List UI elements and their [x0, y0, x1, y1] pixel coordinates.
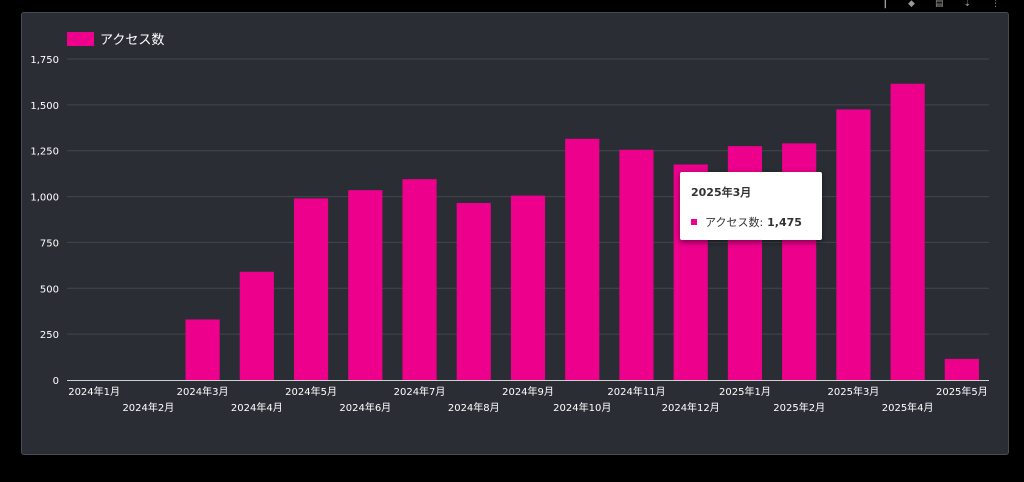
toolbar-icons: ┃ ◆ ▤ ⇣ ⋮ [883, 0, 1000, 10]
y-tick-label: 500 [40, 284, 59, 295]
more-icon[interactable]: ⋮ [991, 0, 1000, 9]
y-tick-label: 1,000 [30, 193, 59, 204]
tooltip-swatch [691, 219, 697, 225]
x-tick-label: 2025年2月 [773, 401, 825, 414]
bar [456, 202, 491, 380]
bar [619, 149, 654, 380]
x-tick-label: 2024年9月 [502, 385, 554, 398]
bar [185, 319, 220, 380]
bar [348, 190, 383, 380]
bar [239, 271, 274, 380]
y-tick-label: 1,500 [30, 101, 59, 112]
y-tick-label: 250 [40, 330, 59, 341]
y-tick-label: 1,750 [30, 55, 59, 66]
bar [402, 179, 437, 380]
bar [293, 198, 329, 380]
x-tick-label: 2024年8月 [448, 401, 500, 414]
legend-label: アクセス数 [100, 33, 164, 48]
bar [510, 195, 546, 380]
x-tick-label: 2024年5月 [285, 385, 337, 398]
filter-icon[interactable]: ◆ [908, 0, 915, 9]
bar [565, 138, 600, 380]
y-tick-label: 750 [40, 238, 59, 249]
pin-icon[interactable]: ┃ [882, 0, 889, 9]
legend-swatch [67, 32, 94, 46]
calendar-icon[interactable]: ▤ [934, 0, 944, 9]
x-tick-label: 2024年6月 [339, 401, 391, 414]
x-tick-label: 2025年3月 [828, 385, 880, 398]
y-tick-label: 1,250 [30, 147, 59, 158]
x-tick-label: 2024年7月 [394, 385, 446, 398]
bar [836, 109, 871, 380]
x-tick-label: 2024年10月 [553, 401, 611, 414]
bar [890, 83, 925, 381]
x-tick-label: 2024年12月 [662, 401, 720, 414]
tooltip-label: アクセス数: [705, 216, 764, 229]
bar [944, 358, 979, 380]
tooltip-value: 1,475 [767, 215, 802, 229]
chart-card: アクセス数 0 250 500 750 1,000 1,250 1,500 1,750 2024年… [21, 12, 1009, 455]
x-tick-label: 2025年5月 [936, 385, 988, 398]
x-tick-label: 2024年2月 [122, 401, 174, 414]
sort-icon[interactable]: ⇣ [963, 0, 971, 9]
x-tick-label: 2024年4月 [231, 401, 283, 414]
x-tick-label: 2025年4月 [882, 401, 934, 414]
x-tick-label: 2024年11月 [607, 385, 665, 398]
bar-chart: アクセス数 0 250 500 750 1,000 1,250 1,500 1,750 2024年… [30, 32, 989, 414]
x-tick-label: 2025年1月 [719, 385, 771, 398]
tooltip-title: 2025年3月 [691, 186, 752, 199]
chart-tooltip: 2025年3月 アクセス数: 1,475 [680, 172, 822, 240]
x-tick-label: 2024年3月 [177, 385, 229, 398]
y-tick-label: 0 [53, 376, 59, 387]
x-tick-label: 2024年1月 [68, 385, 120, 398]
tooltip-row: アクセス数: 1,475 [691, 214, 822, 230]
